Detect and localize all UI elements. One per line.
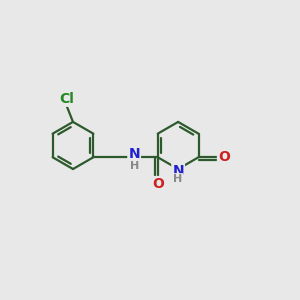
Text: O: O	[152, 177, 164, 191]
Text: O: O	[218, 150, 230, 164]
Text: H: H	[173, 174, 183, 184]
Text: N: N	[128, 147, 140, 160]
Text: H: H	[130, 161, 139, 171]
Text: Cl: Cl	[59, 92, 74, 106]
Text: N: N	[172, 164, 184, 178]
